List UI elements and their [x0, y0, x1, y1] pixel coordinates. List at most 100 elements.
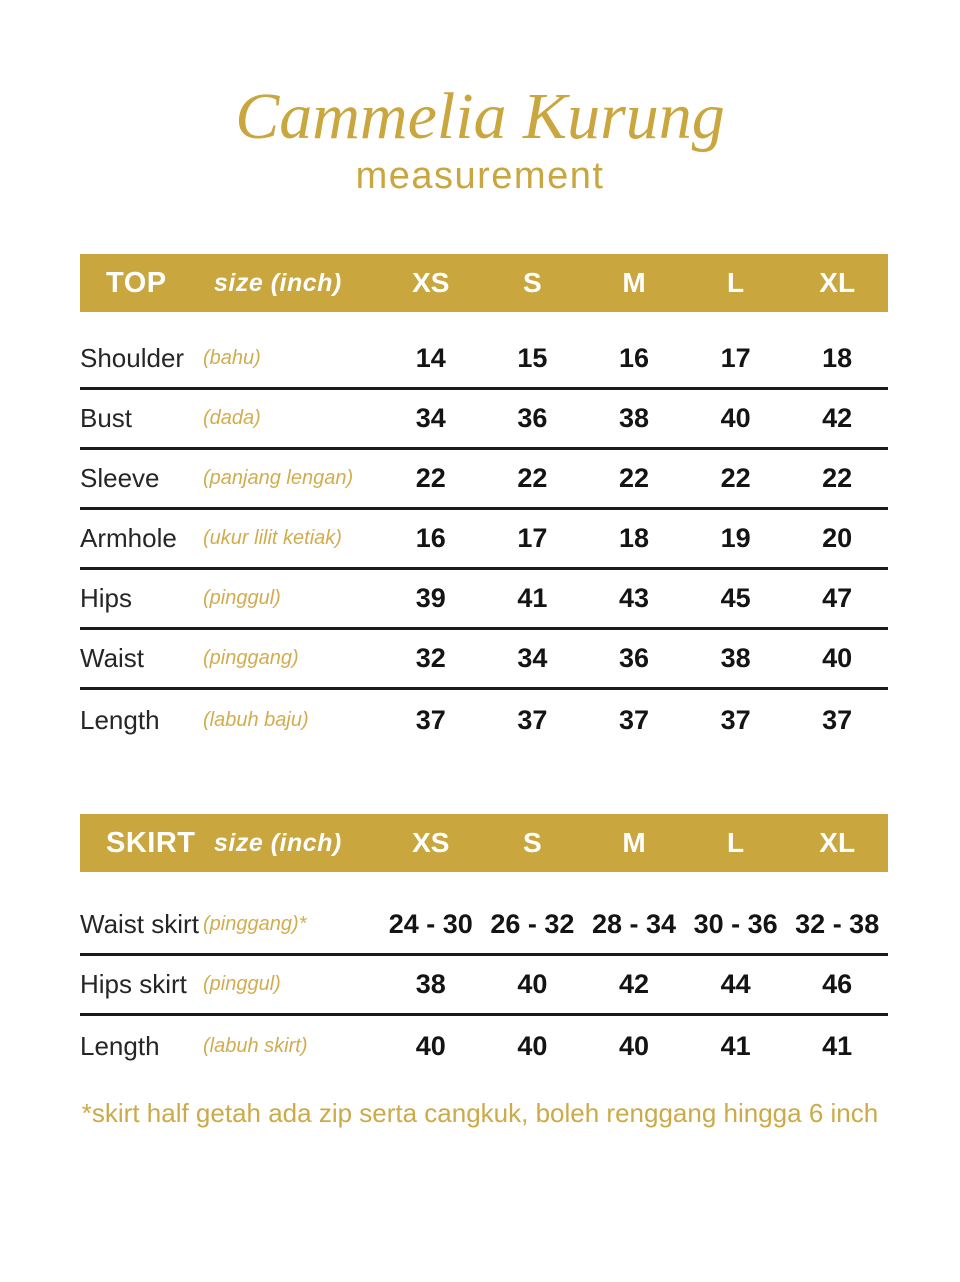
row-label: Shoulder — [80, 343, 185, 374]
row-value-xs: 40 — [415, 1030, 446, 1061]
row-value-l: 17 — [720, 343, 751, 374]
row-malay-label: (bahu) — [203, 347, 261, 370]
row-value-s: 41 — [517, 583, 548, 614]
table-row-hips-skirt: Hips skirt (pinggul) 38 40 42 44 46 — [80, 956, 888, 1017]
row-value-l: 45 — [720, 583, 751, 614]
row-value-s: 17 — [517, 523, 548, 554]
row-value-m: 37 — [618, 704, 650, 735]
table-row-waist-skirt: Waist skirt (pinggang)* 24 - 30 26 - 32 … — [80, 896, 888, 957]
row-label: Armhole — [80, 523, 177, 554]
row-value-xs: 14 — [415, 343, 446, 374]
row-malay-label: (pinggul) — [203, 973, 281, 996]
row-value-xl: 32 - 38 — [795, 909, 880, 940]
row-value-m: 38 — [618, 403, 650, 434]
row-value-m: 42 — [618, 969, 650, 1000]
row-value-xs: 22 — [415, 463, 446, 494]
row-value-l: 44 — [720, 969, 751, 1000]
row-value-l: 19 — [720, 523, 751, 554]
row-value-xs: 34 — [415, 403, 446, 434]
row-value-l: 38 — [720, 643, 751, 674]
row-label: Bust — [80, 403, 133, 434]
row-value-xl: 20 — [822, 523, 853, 554]
row-value-s: 37 — [517, 704, 548, 735]
top-measurement-table: TOP size (inch) XS S M L XL Shoulder (ba… — [80, 254, 888, 750]
row-label: Sleeve — [80, 463, 160, 494]
row-value-xs: 37 — [415, 704, 446, 735]
page-subtitle: measurement — [355, 155, 605, 198]
table-row-bust: Bust (dada) 34 36 38 40 42 — [80, 390, 888, 451]
row-value-xs: 32 — [415, 643, 446, 674]
table-row-hips: Hips (pinggul) 39 41 43 45 47 — [80, 570, 888, 631]
table-row-waist: Waist (pinggang) 32 34 36 38 40 — [80, 630, 888, 691]
page-title: Cammelia Kurung — [235, 80, 725, 153]
row-value-l: 22 — [720, 463, 751, 494]
row-value-xl: 18 — [822, 343, 853, 374]
row-value-m: 28 - 34 — [591, 909, 677, 940]
top-table-rows: Shoulder (bahu) 14 15 16 17 18 Bust (dad… — [80, 330, 888, 750]
row-value-m: 36 — [618, 643, 650, 674]
skirt-table-header-band: SKIRT size (inch) XS S M L XL — [80, 814, 888, 873]
page-header: Cammelia Kurung measurement — [0, 82, 960, 198]
row-malay-label: (pinggang)* — [203, 913, 307, 936]
row-label: Waist skirt — [80, 909, 199, 940]
row-value-l: 30 - 36 — [693, 909, 778, 940]
skirt-footnote: *skirt half getah ada zip serta cangkuk,… — [81, 1098, 879, 1129]
skirt-table-rows: Waist skirt (pinggang)* 24 - 30 26 - 32 … — [80, 896, 888, 1076]
row-value-xl: 41 — [822, 1030, 853, 1061]
top-size-header-s: S — [523, 267, 542, 299]
table-row-length-top: Length (labuh baju) 37 37 37 37 37 — [80, 690, 888, 750]
top-table-title: TOP — [106, 266, 167, 299]
skirt-measurement-table: SKIRT size (inch) XS S M L XL Waist skir… — [80, 814, 888, 1076]
row-value-m: 16 — [618, 343, 650, 374]
table-row-length-skirt: Length (labuh skirt) 40 40 40 41 41 — [80, 1016, 888, 1076]
row-value-xl: 46 — [822, 969, 853, 1000]
row-value-s: 40 — [517, 1030, 548, 1061]
skirt-size-header-xl: XL — [819, 827, 856, 859]
top-size-header-l: L — [727, 267, 745, 299]
table-row-armhole: Armhole (ukur lilit ketiak) 16 17 18 19 … — [80, 510, 888, 571]
skirt-size-unit-label: size (inch) — [214, 828, 342, 857]
row-value-xs: 16 — [415, 523, 446, 554]
row-value-m: 18 — [618, 523, 650, 554]
top-table-header-band: TOP size (inch) XS S M L XL — [80, 254, 888, 313]
table-row-shoulder: Shoulder (bahu) 14 15 16 17 18 — [80, 330, 888, 391]
row-value-s: 34 — [517, 643, 548, 674]
skirt-table-title: SKIRT — [106, 826, 196, 859]
table-row-sleeve: Sleeve (panjang lengan) 22 22 22 22 22 — [80, 450, 888, 511]
row-malay-label: (pinggang) — [203, 647, 299, 670]
row-malay-label: (panjang lengan) — [203, 467, 354, 490]
row-value-xs: 39 — [415, 583, 446, 614]
row-value-xl: 47 — [822, 583, 853, 614]
row-value-s: 36 — [517, 403, 548, 434]
row-value-s: 15 — [517, 343, 548, 374]
top-size-unit-label: size (inch) — [214, 268, 342, 297]
row-malay-label: (labuh baju) — [203, 708, 309, 731]
row-value-m: 22 — [618, 463, 650, 494]
row-value-s: 22 — [517, 463, 548, 494]
row-label: Length — [80, 704, 160, 735]
row-value-xl: 40 — [822, 643, 853, 674]
row-malay-label: (pinggul) — [203, 587, 281, 610]
row-value-l: 40 — [720, 403, 751, 434]
row-label: Waist — [80, 643, 145, 674]
top-size-header-xs: XS — [412, 267, 450, 299]
row-value-l: 37 — [720, 704, 751, 735]
skirt-size-header-m: M — [622, 827, 646, 859]
row-value-s: 40 — [517, 969, 548, 1000]
row-label: Hips skirt — [80, 969, 187, 1000]
row-malay-label: (labuh skirt) — [203, 1034, 308, 1057]
top-size-header-xl: XL — [819, 267, 856, 299]
row-value-m: 40 — [618, 1030, 650, 1061]
row-value-xs: 24 - 30 — [388, 909, 473, 940]
row-value-xs: 38 — [415, 969, 446, 1000]
row-value-xl: 22 — [822, 463, 853, 494]
skirt-size-header-l: L — [727, 827, 745, 859]
row-value-xl: 37 — [822, 704, 853, 735]
row-value-m: 43 — [618, 583, 650, 614]
row-label: Length — [80, 1030, 160, 1061]
row-malay-label: (dada) — [203, 407, 261, 430]
skirt-size-header-xs: XS — [412, 827, 450, 859]
top-size-header-m: M — [622, 267, 646, 299]
row-value-s: 26 - 32 — [490, 909, 575, 940]
row-label: Hips — [80, 583, 133, 614]
